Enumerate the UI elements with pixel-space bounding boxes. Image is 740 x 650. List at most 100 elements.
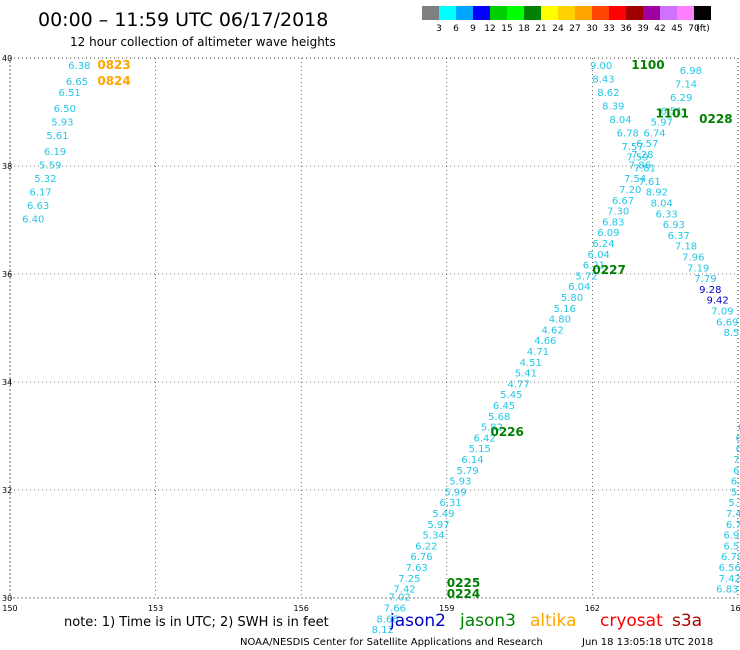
swh-value: 7.61 xyxy=(639,177,661,188)
swh-value: 8.92 xyxy=(646,188,668,199)
swh-value: 8.43 xyxy=(592,74,614,85)
swh-value: 7.81 xyxy=(634,163,656,174)
swh-value: 9.42 xyxy=(706,296,728,307)
swh-value: 6.83 xyxy=(716,585,738,596)
swh-value: 8.39 xyxy=(602,101,624,112)
colorbar-swatch xyxy=(507,6,524,20)
swh-value: 6.38 xyxy=(68,61,90,72)
colorbar-label: 30 xyxy=(586,24,598,34)
colorbar-label: 24 xyxy=(552,24,564,34)
y-tick-label: 38 xyxy=(2,162,12,171)
pass-time-label: 0824 xyxy=(97,74,130,88)
swh-value: 8.66 xyxy=(376,614,398,625)
axis-tick-labels: 150 153 156 159 162 165 30 32 34 36 38 40 xyxy=(2,54,740,613)
swh-value: 4.51 xyxy=(520,358,542,369)
swh-value: 8.62 xyxy=(597,88,619,99)
swh-value: 5.59 xyxy=(39,161,61,172)
satellite-legend-item: jason3 xyxy=(459,611,516,631)
swh-value: 7.86 xyxy=(629,161,651,172)
pass-time-label: 0823 xyxy=(97,58,130,72)
swh-value: 6.56 xyxy=(719,563,740,574)
colorbar-label: 15 xyxy=(501,24,512,34)
swh-value: 6.59 xyxy=(738,423,740,434)
swh-value: 5.61 xyxy=(46,131,68,142)
colorbar-swatch xyxy=(660,6,677,20)
satellite-legend: jason2 jason3 altika cryosat s3a xyxy=(389,611,702,631)
x-tick-label: 165 xyxy=(730,604,740,613)
swh-value: 5.97 xyxy=(651,118,673,129)
swh-value: 6.22 xyxy=(415,541,437,552)
swh-value: 7.25 xyxy=(398,574,420,585)
swh-value: 6.33 xyxy=(655,209,677,220)
satellite-legend-item: jason2 xyxy=(389,611,446,631)
satellite-legend-item: s3a xyxy=(672,611,702,631)
swh-value: 5.49 xyxy=(432,509,454,520)
colorbar-swatch xyxy=(677,6,694,20)
swh-value: 7.18 xyxy=(675,242,697,253)
swh-value: 6.79 xyxy=(721,552,740,563)
swh-value: 6.76 xyxy=(410,552,432,563)
pass-time-label: 0225 xyxy=(447,576,480,590)
colorbar-swatch xyxy=(422,6,439,20)
swh-value: 7.96 xyxy=(682,253,704,264)
pass-time-label: 0227 xyxy=(592,263,625,277)
swh-value: 6.21 xyxy=(583,261,605,272)
swh-value: 5.41 xyxy=(515,369,537,380)
map-grid xyxy=(9,57,739,599)
colorbar-swatch xyxy=(643,6,660,20)
swh-value: 6.09 xyxy=(597,228,619,239)
x-tick-label: 159 xyxy=(439,604,454,613)
swh-value: 6.76 xyxy=(726,520,740,531)
swh-value: 7.40 xyxy=(726,509,740,520)
swh-value: 7.14 xyxy=(675,80,697,91)
swh-value: 6.98 xyxy=(680,66,702,77)
y-tick-label: 32 xyxy=(2,486,12,495)
swh-value: 7.30 xyxy=(607,207,629,218)
y-tick-label: 40 xyxy=(2,54,12,63)
colorbar-swatch xyxy=(609,6,626,20)
swh-value: 7.42 xyxy=(719,574,740,585)
swh-value: 6.49 xyxy=(736,433,740,444)
swh-value: 7.19 xyxy=(687,263,709,274)
swh-value: 6.04 xyxy=(568,282,590,293)
pass-time-label: 0228 xyxy=(699,112,732,126)
satellite-legend-item: cryosat xyxy=(600,611,663,631)
swh-value: 5.34 xyxy=(423,531,445,542)
time-labels: 0823082411001101022811000227022602250224 xyxy=(97,58,732,601)
colorbar-swatch xyxy=(524,6,541,20)
colorbar-label: (ft) xyxy=(696,24,710,34)
swh-value: 4.77 xyxy=(507,379,529,390)
swh-value: 5.15 xyxy=(469,444,491,455)
colorbar-label: 70 xyxy=(688,24,700,34)
colorbar-label: 42 xyxy=(654,24,665,34)
swh-value: 5.71 xyxy=(728,498,740,509)
colorbar-swatch xyxy=(575,6,592,20)
swh-value: 8.04 xyxy=(651,199,673,210)
swh-value: 7.59 xyxy=(626,153,648,164)
colorbar-swatch xyxy=(626,6,643,20)
swh-value: 6.37 xyxy=(668,231,690,242)
swh-value: 5.68 xyxy=(488,412,510,423)
colorbar-label: 3 xyxy=(436,24,442,34)
swh-value: 9.00 xyxy=(590,61,612,72)
swh-value: 6.29 xyxy=(670,93,692,104)
colorbar-label: 12 xyxy=(484,24,495,34)
colorbar-label: 36 xyxy=(620,24,632,34)
swh-value: 7.66 xyxy=(384,604,406,615)
swh-value: 4.80 xyxy=(549,315,571,326)
swh-value: 7.02 xyxy=(389,593,411,604)
swh-value: 6.39 xyxy=(731,477,740,488)
swh-value: 7.63 xyxy=(406,563,428,574)
swh-value: 6.67 xyxy=(612,196,634,207)
color-scale-legend: 3 6 9 12 15 18 21 24 27 30 33 36 39 42 45 70(ft) xyxy=(422,6,711,34)
swh-value: 6.55 xyxy=(723,541,740,552)
swh-value: 6.78 xyxy=(617,128,639,139)
y-tick-label: 30 xyxy=(2,594,12,603)
swh-value: 6.40 xyxy=(22,215,44,226)
swh-value: 6.42 xyxy=(473,433,495,444)
pass-time-label: 1101 xyxy=(655,106,688,120)
swh-value: 6.19 xyxy=(44,147,66,158)
footer-note: note: 1) Time is in UTC; 2) SWH is in fe… xyxy=(64,615,329,630)
swh-labels: 6.386.656.516.505.935.616.195.595.326.17… xyxy=(22,61,740,636)
